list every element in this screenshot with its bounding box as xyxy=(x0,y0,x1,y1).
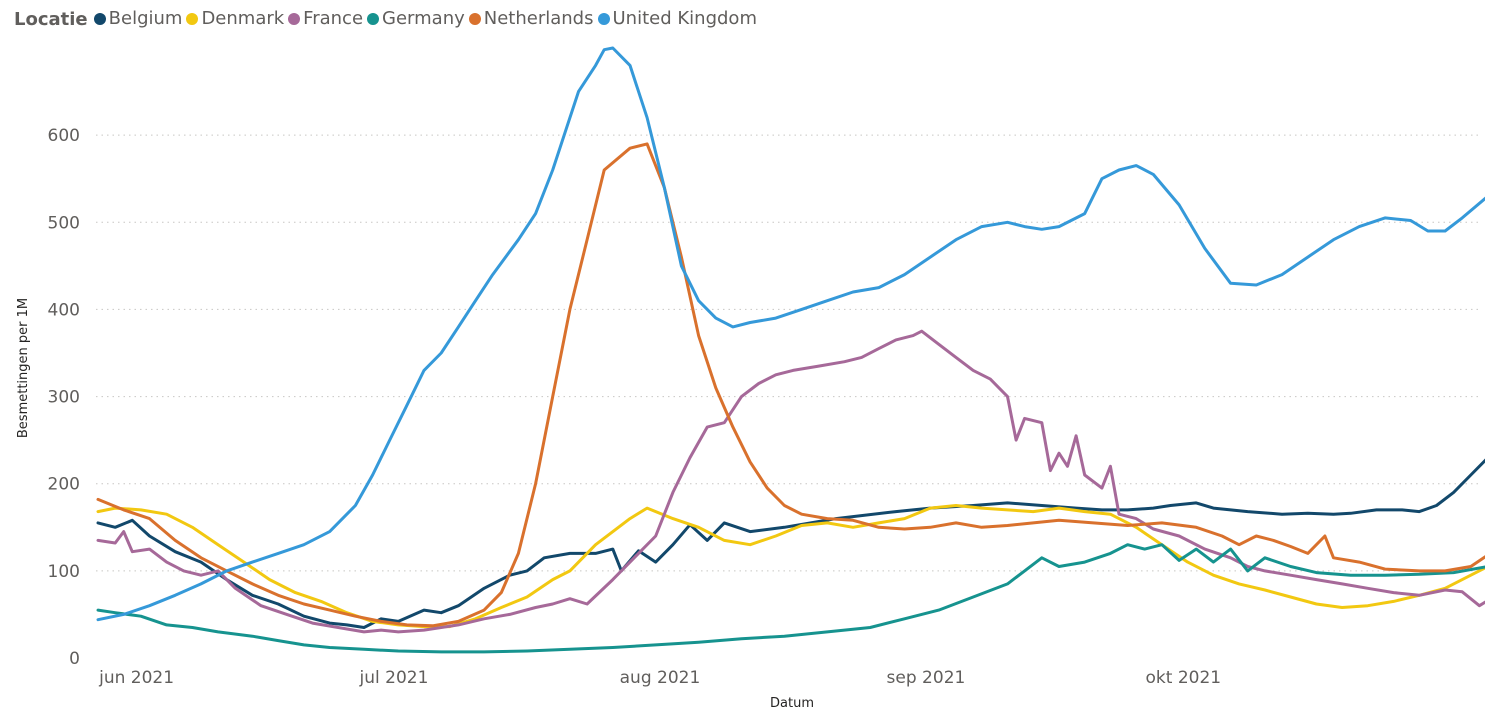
legend-item-denmark[interactable]: Denmark xyxy=(186,8,284,29)
legend-dot-icon xyxy=(288,12,301,25)
y-tick-label: 600 xyxy=(48,126,80,146)
x-axis: jun 2021 jul 2021 aug 2021 sep 2021 okt 2021 xyxy=(98,668,1221,688)
legend-title: Locatie xyxy=(14,8,88,30)
x-tick-label: jul 2021 xyxy=(359,668,429,688)
legend-label: United Kingdom xyxy=(612,8,757,30)
legend-label: Netherlands xyxy=(483,8,594,30)
legend-item-belgium[interactable]: Belgium xyxy=(93,8,183,30)
legend-label: France xyxy=(303,8,364,30)
y-tick-label: 100 xyxy=(48,562,80,582)
x-tick-label: sep 2021 xyxy=(887,668,966,688)
legend-dot-icon xyxy=(186,12,199,25)
legend-label: Denmark xyxy=(201,8,285,30)
y-tick-label: 300 xyxy=(48,388,80,408)
y-tick-label: 400 xyxy=(48,300,80,320)
legend-label: Belgium xyxy=(108,8,183,30)
x-tick-label: okt 2021 xyxy=(1146,668,1222,688)
x-tick-label: aug 2021 xyxy=(620,668,701,688)
legend-item-united-kingdom[interactable]: United Kingdom xyxy=(597,8,757,30)
legend-dot-icon xyxy=(597,12,610,25)
chart-legend: Locatie Belgium Denmark France Germany Nethe… xyxy=(14,6,761,32)
series-lines xyxy=(96,46,1485,654)
legend-dot-icon xyxy=(93,12,106,25)
y-axis: 0 100 200 300 400 500 600 xyxy=(48,126,80,669)
legend-item-france[interactable]: France xyxy=(288,8,363,29)
legend-dot-icon xyxy=(367,12,380,25)
y-axis-title: Besmettingen per 1M xyxy=(16,298,31,438)
series-line-united-kingdom xyxy=(96,46,1485,622)
legend-dot-icon xyxy=(468,12,481,25)
legend-item-netherlands[interactable]: Netherlands xyxy=(468,8,594,30)
y-tick-label: 0 xyxy=(69,649,80,669)
series-line-netherlands xyxy=(96,142,1485,628)
series-line-germany xyxy=(96,543,1485,654)
x-axis-title: Datum xyxy=(770,696,814,711)
legend-items: Belgium Denmark France Germany Netherlands Un… xyxy=(93,8,761,30)
series-line-belgium xyxy=(96,458,1485,629)
gridlines xyxy=(96,134,1482,572)
x-tick-label: jun 2021 xyxy=(98,668,174,688)
y-tick-label: 500 xyxy=(48,213,80,233)
legend-item-germany[interactable]: Germany xyxy=(367,8,465,29)
series-line-france xyxy=(96,329,1485,634)
legend-label: Germany xyxy=(382,8,465,30)
y-tick-label: 200 xyxy=(48,475,80,495)
